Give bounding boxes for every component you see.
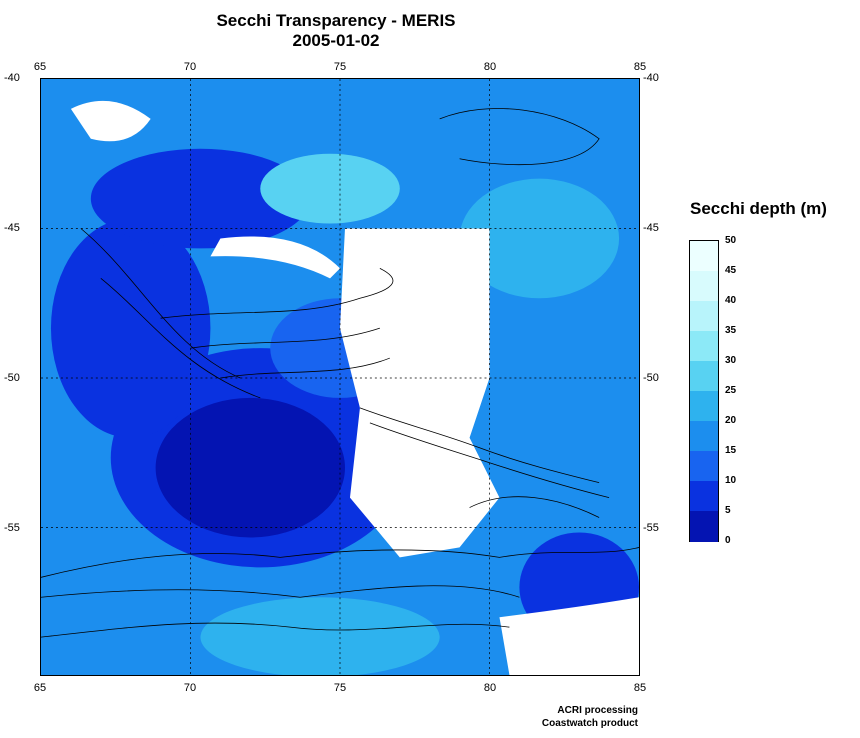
colorbar-label: 20 — [725, 415, 737, 426]
colorbar-label: 35 — [725, 325, 737, 336]
lon-tick-top: 75 — [333, 61, 347, 73]
cloud-gap — [340, 228, 500, 558]
colorbar-segment — [690, 301, 718, 332]
lon-tick-top: 65 — [33, 61, 47, 73]
colorbar-segment — [690, 271, 718, 302]
lon-tick-top: 80 — [483, 61, 497, 73]
colorbar-label: 45 — [725, 265, 737, 276]
lon-tick-bottom: 80 — [483, 682, 497, 694]
lon-tick-bottom: 70 — [183, 682, 197, 694]
secchi-map-svg — [41, 79, 639, 675]
map-title: Secchi Transparency - MERIS — [216, 11, 456, 30]
clear-region — [260, 153, 400, 224]
deep-region — [90, 148, 311, 249]
lat-tick-right: -55 — [643, 522, 659, 534]
lat-tick-left: -45 — [4, 222, 20, 234]
colorbar-label: 25 — [725, 385, 737, 396]
lon-tick-bottom: 75 — [333, 682, 347, 694]
colorbar-label: 10 — [725, 475, 737, 486]
lon-tick-bottom: 85 — [633, 682, 647, 694]
deep-region — [50, 218, 211, 438]
graticule — [41, 79, 639, 675]
credit-processing: ACRI processing — [557, 705, 638, 716]
colorbar-label: 5 — [725, 505, 731, 516]
cloud-patch — [70, 100, 151, 142]
lon-tick-top: 70 — [183, 61, 197, 73]
colorbar-segment — [690, 331, 718, 362]
secchi-map — [40, 78, 640, 676]
cloud-patch — [210, 236, 340, 279]
lon-tick-top: 85 — [633, 61, 647, 73]
colorbar-segment — [690, 391, 718, 422]
deep-region — [155, 397, 345, 538]
lat-tick-right: -40 — [643, 72, 659, 84]
lat-tick-left: -40 — [4, 72, 20, 84]
colorbar-segment — [690, 481, 718, 512]
colorbar-label: 0 — [725, 535, 731, 546]
colorbar — [689, 240, 719, 542]
colorbar-segment — [690, 451, 718, 482]
colorbar-segment — [690, 241, 718, 272]
lat-tick-right: -45 — [643, 222, 659, 234]
clear-region — [459, 178, 620, 299]
lat-tick-left: -50 — [4, 372, 20, 384]
credit-product: Coastwatch product — [541, 718, 638, 729]
colorbar-label: 30 — [725, 355, 737, 366]
lon-tick-bottom: 65 — [33, 682, 47, 694]
lat-tick-left: -55 — [4, 522, 20, 534]
lat-tick-right: -50 — [643, 372, 659, 384]
colorbar-segment — [690, 511, 718, 542]
colorbar-title: Secchi depth (m) — [690, 199, 827, 218]
colorbar-label: 15 — [725, 445, 737, 456]
colorbar-segment — [690, 361, 718, 392]
colorbar-segment — [690, 421, 718, 452]
map-date: 2005-01-02 — [292, 31, 380, 50]
colorbar-label: 40 — [725, 295, 737, 306]
cloud-patch — [499, 597, 639, 675]
clear-region — [200, 597, 440, 675]
colorbar-label: 50 — [725, 235, 737, 246]
